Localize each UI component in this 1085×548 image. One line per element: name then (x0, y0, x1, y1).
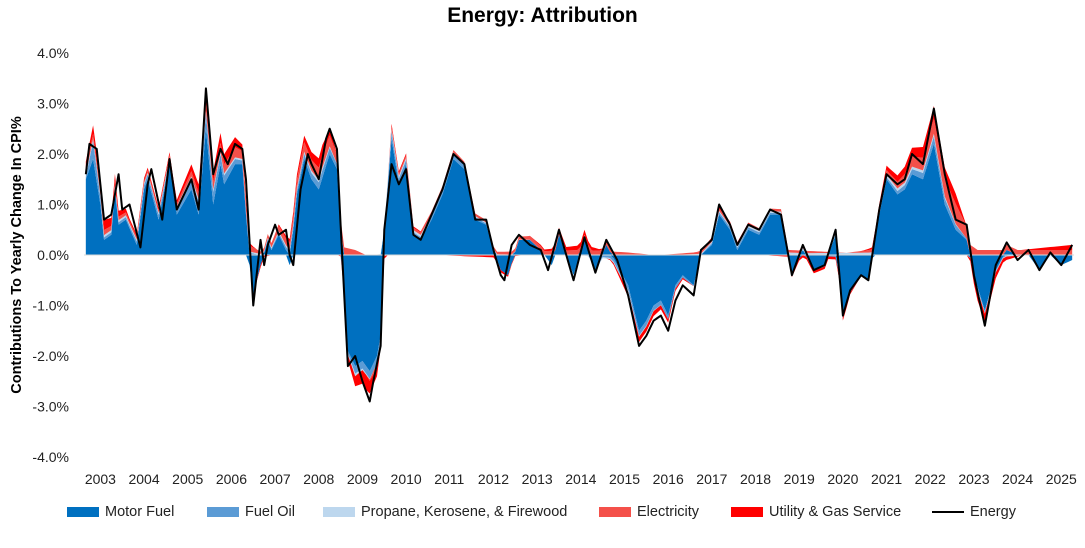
legend-label-propane: Propane, Kerosene, & Firewood (361, 504, 568, 520)
legend-swatch-energy (932, 511, 964, 513)
x-tick-label: 2024 (1002, 471, 1033, 487)
x-tick-label: 2019 (784, 471, 815, 487)
area-utility-gas-service-neg (85, 255, 1073, 394)
legend-swatch-electricity (599, 507, 631, 517)
legend-label-motor-fuel: Motor Fuel (105, 504, 175, 520)
x-tick-label: 2021 (871, 471, 902, 487)
legend-swatch-utility-gas (731, 507, 763, 517)
legend-label-utility-gas: Utility & Gas Service (769, 504, 902, 520)
y-axis-label: Contributions To Yearly Change In CPI% (9, 116, 25, 394)
legend-swatch-fuel-oil (207, 507, 239, 517)
x-tick-label: 2023 (958, 471, 989, 487)
legend-item-utility-gas: Utility & Gas Service (731, 504, 901, 520)
y-tick-label: -4.0% (32, 449, 69, 465)
legend-swatch-propane (323, 507, 355, 517)
line-energy (84, 87, 1074, 403)
x-tick-label: 2011 (434, 471, 464, 487)
y-tick-label: -1.0% (32, 298, 69, 314)
y-tick-label: 2.0% (37, 146, 69, 162)
legend-item-fuel-oil: Fuel Oil (207, 504, 295, 520)
x-tick-label: 2006 (216, 471, 247, 487)
x-tick-label: 2012 (478, 471, 509, 487)
x-tick-label: 2008 (303, 471, 334, 487)
x-tick-label: 2014 (565, 471, 596, 487)
x-tick-label: 2005 (172, 471, 203, 487)
x-tick-label: 2003 (85, 471, 116, 487)
area-motor-fuel-neg (85, 255, 1073, 372)
x-tick-label: 2007 (260, 471, 291, 487)
x-tick-label: 2022 (915, 471, 946, 487)
legend-item-electricity: Electricity (599, 504, 699, 520)
y-tick-label: -2.0% (32, 348, 69, 364)
x-tick-label: 2004 (128, 471, 159, 487)
area-propane-kerosene-firewood-neg (85, 255, 1073, 380)
x-tick-label: 2016 (653, 471, 684, 487)
x-tick-label: 2015 (609, 471, 640, 487)
x-tick-label: 2013 (522, 471, 553, 487)
legend-item-motor-fuel: Motor Fuel (67, 504, 174, 520)
chart-title: Energy: Attribution (447, 4, 638, 27)
y-tick-label: 0.0% (37, 247, 69, 263)
y-tick-label: 3.0% (37, 96, 69, 112)
y-tick-label: 1.0% (37, 197, 69, 213)
area-motor-fuel-pos (85, 128, 1073, 255)
legend-item-propane: Propane, Kerosene, & Firewood (323, 504, 567, 520)
chart-plot-area: -4.0% -3.0% -2.0% -1.0% 0.0% 1.0% 2.0% 3.0% 4.0%… (9, 45, 1077, 487)
area-electricity-neg (85, 255, 1073, 381)
legend-swatch-motor-fuel (67, 507, 99, 517)
x-tick-label: 2009 (347, 471, 378, 487)
x-tick-label: 2018 (740, 471, 771, 487)
y-tick-label: -3.0% (32, 399, 69, 415)
legend-label-energy: Energy (970, 504, 1016, 520)
legend-label-fuel-oil: Fuel Oil (245, 504, 295, 520)
x-tick-label: 2010 (391, 471, 422, 487)
y-tick-label: 4.0% (37, 45, 69, 61)
x-tick-label: 2020 (827, 471, 858, 487)
legend-label-electricity: Electricity (637, 504, 700, 520)
x-tick-label: 2017 (696, 471, 727, 487)
chart-legend: Motor Fuel Fuel Oil Propane, Kerosene, &… (0, 504, 1085, 526)
legend-item-energy: Energy (932, 504, 1016, 520)
x-tick-label: 2025 (1046, 471, 1077, 487)
area-fuel-oil-neg (85, 255, 1073, 379)
